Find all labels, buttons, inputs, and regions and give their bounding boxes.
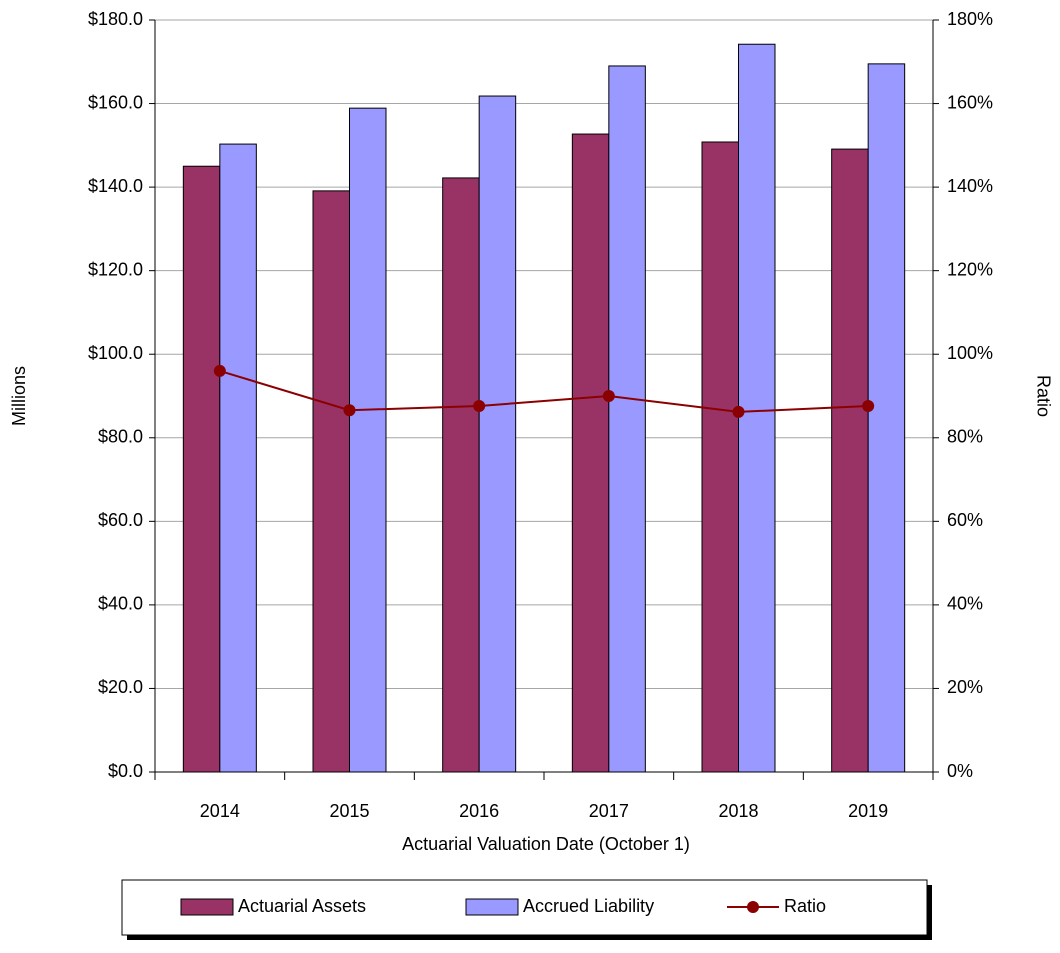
y2-tick-label: 20% [947, 677, 983, 697]
x-axis-title: Actuarial Valuation Date (October 1) [402, 834, 690, 854]
y2-tick-label: 120% [947, 259, 993, 279]
y-tick-label: $180.0 [88, 9, 143, 29]
x-tick-label: 2016 [459, 801, 499, 821]
legend-box [121, 879, 928, 936]
bar [312, 190, 350, 773]
bar [349, 107, 387, 773]
x-tick-label: 2017 [589, 801, 629, 821]
x-tick-label: 2018 [718, 801, 758, 821]
ratio-point [862, 400, 875, 413]
y-tick-label: $40.0 [98, 594, 143, 614]
bar [478, 95, 517, 773]
legend-label: Actuarial Assets [238, 896, 366, 916]
legend-label: Ratio [784, 896, 826, 916]
ratio-point [732, 405, 745, 418]
bar [608, 65, 646, 773]
legend-swatch [465, 898, 519, 916]
legend-label: Accrued Liability [523, 896, 654, 916]
legend-marker [747, 901, 759, 913]
legend-swatch [180, 898, 234, 916]
bar [571, 133, 610, 773]
bar [738, 43, 776, 773]
bar [442, 177, 480, 773]
ratio-point [213, 364, 226, 377]
y-axis-title: Millions [9, 366, 29, 426]
y2-tick-label: 0% [947, 761, 973, 781]
bar [219, 143, 257, 773]
y2-axis-title: Ratio [1033, 375, 1053, 417]
y2-tick-label: 80% [947, 427, 983, 447]
y2-tick-label: 100% [947, 343, 993, 363]
y-tick-label: $80.0 [98, 427, 143, 447]
y-tick-label: $20.0 [98, 677, 143, 697]
y-tick-label: $160.0 [88, 92, 143, 112]
ratio-point [343, 404, 356, 417]
bar [831, 148, 869, 773]
x-tick-label: 2019 [848, 801, 888, 821]
ratio-point [473, 400, 486, 413]
y2-tick-label: 180% [947, 9, 993, 29]
y-tick-label: $140.0 [88, 176, 143, 196]
bar [182, 165, 221, 773]
y2-tick-label: 60% [947, 510, 983, 530]
y2-tick-label: 40% [947, 594, 983, 614]
y2-tick-label: 160% [947, 92, 993, 112]
y-tick-label: $60.0 [98, 510, 143, 530]
y-tick-label: $120.0 [88, 259, 143, 279]
ratio-line [219, 369, 869, 413]
ratio-point [602, 390, 615, 402]
x-tick-label: 2015 [329, 801, 369, 821]
x-tick-label: 2014 [200, 801, 240, 821]
y-tick-label: $0.0 [108, 761, 143, 781]
y2-tick-label: 140% [947, 176, 993, 196]
bar [867, 63, 906, 773]
legend: Actuarial Assets Accrued Liability Ratio [121, 879, 932, 940]
bar [701, 141, 739, 773]
y-tick-label: $100.0 [88, 343, 143, 363]
